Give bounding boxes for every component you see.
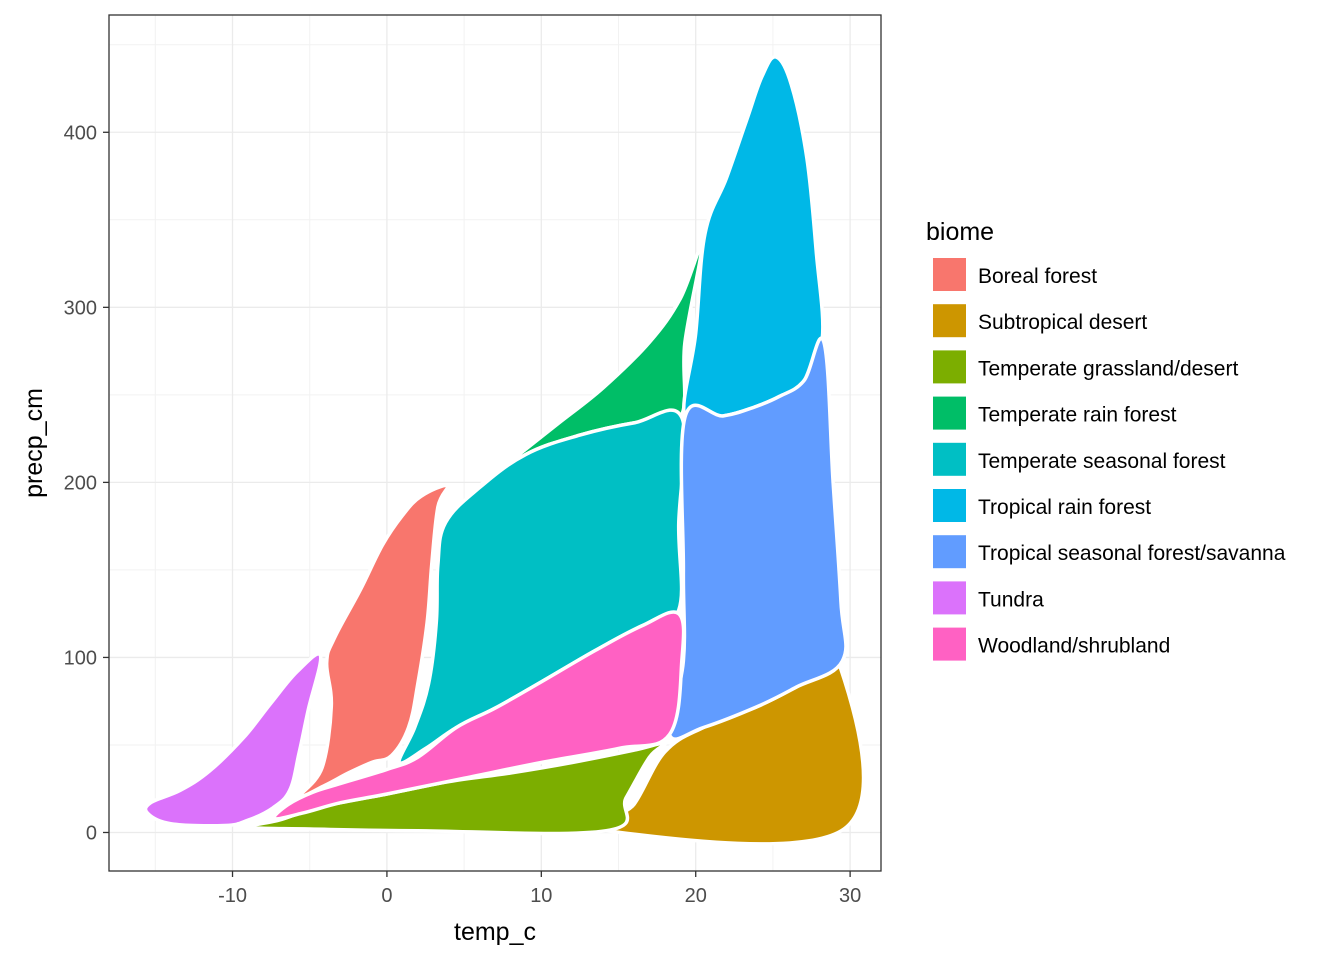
x-tick-label: 10	[530, 885, 552, 907]
y-tick-label: 0	[86, 822, 97, 844]
x-axis-title: temp_c	[454, 918, 536, 946]
x-tick-label: 20	[685, 885, 707, 907]
y-tick-label: 400	[64, 122, 97, 144]
x-tick-label: 30	[839, 885, 861, 907]
legend-label: Temperate seasonal forest	[978, 450, 1226, 473]
area-woodland-shrubland	[272, 610, 686, 821]
y-axis: 0 100 200 300 400	[64, 122, 109, 844]
legend-key-temperate-seasonal-forest	[933, 442, 966, 476]
legend-key-temperate-grassland-desert	[933, 350, 966, 384]
y-tick-label: 100	[64, 647, 97, 669]
x-axis: -10 0 10 20 30	[218, 871, 861, 907]
legend-label: Tropical rain forest	[978, 496, 1151, 519]
legend-key-subtropical-desert	[933, 304, 966, 338]
legend-label: Tropical seasonal forest/savanna	[978, 542, 1286, 565]
area-tundra	[143, 652, 323, 828]
x-tick-label: 0	[381, 885, 392, 907]
legend-label: Temperate rain forest	[978, 404, 1177, 427]
legend-key-tropical-seasonal-forest-savanna	[933, 535, 966, 569]
y-axis-title: precp_cm	[20, 388, 48, 498]
x-tick-label: -10	[218, 885, 247, 907]
legend-key-woodland-shrubland	[933, 627, 966, 661]
legend-label: Subtropical desert	[978, 311, 1147, 334]
legend-label: Temperate grassland/desert	[978, 357, 1238, 380]
biome-areas	[143, 55, 866, 846]
legend-title: biome	[926, 218, 994, 246]
legend-key-tundra	[933, 581, 966, 615]
area-boreal-forest	[298, 483, 450, 799]
plot-panel-border	[108, 14, 882, 872]
y-tick-label: 300	[64, 297, 97, 319]
legend: Boreal forest Subtropical desert Temperate…	[933, 258, 1286, 661]
legend-key-temperate-rain-forest	[933, 396, 966, 430]
legend-key-tropical-rain-forest	[933, 489, 966, 522]
legend-label: Boreal forest	[978, 265, 1097, 288]
area-tropical-seasonal-forest-savanna	[667, 336, 848, 741]
legend-key-boreal-forest	[933, 258, 966, 291]
legend-label: Woodland/shrubland	[978, 635, 1170, 658]
y-tick-label: 200	[64, 472, 97, 494]
legend-label: Tundra	[978, 588, 1044, 611]
